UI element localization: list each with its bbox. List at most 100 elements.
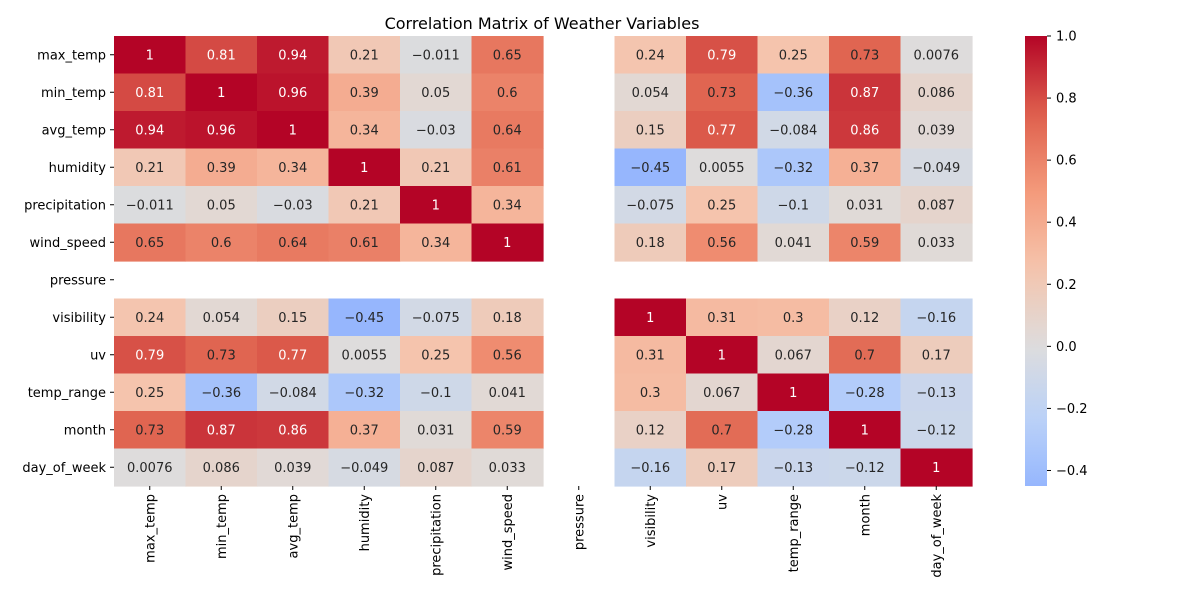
y-tick-label: temp_range: [28, 386, 106, 401]
cell-value-label: 0.0055: [699, 161, 745, 176]
y-tick-label: visibility: [52, 311, 106, 326]
y-tick-label: uv: [90, 348, 106, 363]
cell-value-label: 0.96: [207, 123, 236, 138]
cell-value-label: −0.13: [916, 386, 956, 401]
cell-value-label: 0.73: [850, 48, 879, 63]
cell-max_temp-precipitation: [400, 36, 473, 75]
colorbar-tick-label: 0.0: [1056, 340, 1077, 355]
cell-day_of_week-min_temp: [185, 448, 258, 487]
x-tick-label: min_temp: [215, 494, 230, 559]
cell-day_of_week-precipitation: [400, 448, 473, 487]
cell-min_temp-uv: [686, 73, 759, 112]
cell-min_temp-month: [829, 73, 902, 112]
cell-uv-humidity: [328, 336, 401, 375]
cell-value-label: −0.03: [416, 123, 456, 138]
cell-value-label: 1: [289, 123, 297, 138]
cell-value-label: 0.17: [707, 461, 736, 476]
cell-value-label: −0.075: [626, 198, 674, 213]
cell-value-label: 0.039: [274, 461, 311, 476]
cell-temp_range-wind_speed: [471, 373, 544, 412]
x-tick-label: visibility: [644, 494, 659, 548]
y-tick-label: precipitation: [24, 198, 106, 213]
cell-value-label: 0.87: [207, 423, 236, 438]
x-tick-label: avg_temp: [286, 494, 301, 558]
cell-avg_temp-visibility: [614, 111, 687, 150]
cell-uv-uv: [686, 336, 759, 375]
cell-value-label: −0.36: [201, 386, 241, 401]
colorbar-ticks: 1.0 0.8 0.6 0.4 0.2 0.0 −0.2 −0.4: [1047, 30, 1088, 479]
cell-value-label: 0.59: [850, 236, 879, 251]
cell-precipitation-visibility: [614, 186, 687, 225]
y-tick-label: max_temp: [37, 48, 106, 63]
cell-value-label: 0.21: [350, 48, 379, 63]
cell-value-label: 1: [432, 198, 440, 213]
cell-value-label: −0.12: [845, 461, 885, 476]
cell-value-label: 0.86: [278, 423, 307, 438]
cell-value-label: 1: [360, 161, 368, 176]
colorbar-tick-label: −0.4: [1056, 464, 1088, 479]
x-axis: max_temp min_temp avg_temp humidity precipit…: [143, 486, 945, 578]
heatmap-cells: [114, 36, 973, 487]
cell-value-label: 0.05: [421, 86, 450, 101]
x-tick-label: uv: [715, 494, 730, 510]
cell-max_temp-avg_temp: [257, 36, 330, 75]
cell-humidity-avg_temp: [257, 148, 330, 187]
cell-value-label: −0.049: [912, 161, 960, 176]
cell-wind_speed-day_of_week: [900, 223, 973, 262]
cell-temp_range-uv: [686, 373, 759, 412]
cell-visibility-visibility: [614, 298, 687, 337]
cell-value-label: 0.94: [278, 48, 307, 63]
cell-precipitation-temp_range: [757, 186, 830, 225]
cell-day_of_week-month: [829, 448, 902, 487]
cell-value-label: −0.011: [412, 48, 460, 63]
y-tick-label: pressure: [50, 273, 106, 288]
cell-value-label: 0.79: [135, 348, 164, 363]
cell-visibility-precipitation: [400, 298, 473, 337]
cell-precipitation-precipitation: [400, 186, 473, 225]
x-tick-label: precipitation: [429, 494, 444, 576]
cell-value-label: 0.86: [850, 123, 879, 138]
cell-value-label: 0.61: [493, 161, 522, 176]
cell-min_temp-avg_temp: [257, 73, 330, 112]
cell-value-label: 0.21: [350, 198, 379, 213]
cell-value-label: 0.94: [135, 123, 164, 138]
cell-value-label: 0.96: [278, 86, 307, 101]
cell-value-label: 0.12: [636, 423, 665, 438]
cell-precipitation-day_of_week: [900, 186, 973, 225]
cell-value-label: 1: [217, 86, 225, 101]
cell-value-label: 1: [503, 236, 511, 251]
cell-value-label: 0.87: [850, 86, 879, 101]
cell-uv-day_of_week: [900, 336, 973, 375]
cell-avg_temp-month: [829, 111, 902, 150]
colorbar: 1.0 0.8 0.6 0.4 0.2 0.0 −0.2 −0.4: [1025, 30, 1088, 486]
cell-visibility-uv: [686, 298, 759, 337]
cell-value-label: 0.7: [854, 348, 875, 363]
cell-wind_speed-max_temp: [114, 223, 187, 262]
cell-visibility-avg_temp: [257, 298, 330, 337]
cell-temp_range-min_temp: [185, 373, 258, 412]
cell-temp_range-avg_temp: [257, 373, 330, 412]
cell-value-label: 0.25: [135, 386, 164, 401]
cell-value-label: −0.1: [777, 198, 809, 213]
cell-avg_temp-day_of_week: [900, 111, 973, 150]
cell-value-label: 0.0076: [914, 48, 960, 63]
cell-month-month: [829, 411, 902, 450]
cell-month-temp_range: [757, 411, 830, 450]
cell-min_temp-temp_range: [757, 73, 830, 112]
x-tick-label: pressure: [572, 494, 587, 550]
cell-humidity-uv: [686, 148, 759, 187]
cell-max_temp-max_temp: [114, 36, 187, 75]
cell-humidity-visibility: [614, 148, 687, 187]
cell-month-humidity: [328, 411, 401, 450]
cell-value-label: 0.6: [211, 236, 232, 251]
cell-value-label: 0.17: [922, 348, 951, 363]
cell-max_temp-visibility: [614, 36, 687, 75]
cell-precipitation-avg_temp: [257, 186, 330, 225]
colorbar-gradient: [1025, 36, 1047, 486]
cell-precipitation-max_temp: [114, 186, 187, 225]
cell-wind_speed-visibility: [614, 223, 687, 262]
x-tick-label: temp_range: [787, 494, 802, 572]
cell-day_of_week-humidity: [328, 448, 401, 487]
cell-temp_range-month: [829, 373, 902, 412]
cell-month-precipitation: [400, 411, 473, 450]
